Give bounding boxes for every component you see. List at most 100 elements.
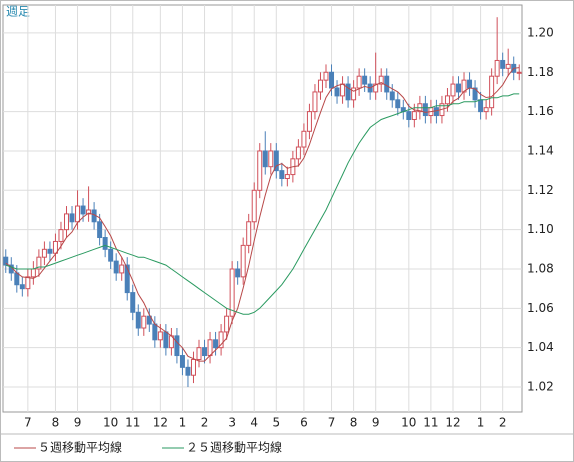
candle-body	[47, 248, 53, 254]
candle-body	[141, 315, 147, 329]
y-tick-label: 1.12	[527, 183, 554, 197]
candle-body	[235, 268, 241, 278]
candle-body	[262, 150, 268, 168]
candle-body	[152, 323, 158, 341]
candle-body	[406, 111, 412, 120]
x-tick-label: 7	[24, 416, 32, 430]
candle-body	[373, 83, 379, 93]
candle-body	[312, 91, 318, 113]
x-tick-label: 8	[350, 416, 358, 430]
candle-body	[174, 335, 180, 357]
candle-body	[284, 174, 290, 180]
candle-body	[102, 237, 108, 250]
candle-body	[494, 59, 500, 77]
candle-body	[356, 75, 362, 89]
chart-title: 週足	[6, 5, 30, 19]
candle-body	[301, 130, 307, 148]
candle-body	[113, 260, 119, 274]
candle-body	[246, 221, 252, 246]
candle-body	[124, 264, 130, 294]
y-tick-label: 1.02	[527, 380, 554, 394]
candle-body	[63, 213, 69, 231]
x-tick-label: 9	[372, 416, 380, 430]
x-tick-label: 4	[250, 416, 258, 430]
y-tick-label: 1.06	[527, 301, 554, 315]
candle-body	[456, 83, 462, 93]
candle-body	[119, 264, 125, 274]
candle-body	[323, 71, 329, 81]
candle-body	[130, 292, 136, 313]
y-tick-label: 1.16	[527, 104, 554, 118]
candle-body	[108, 248, 114, 262]
plot-area	[2, 4, 523, 413]
ma-line	[5, 93, 520, 315]
x-tick-label: 7	[328, 416, 336, 430]
x-tick-label: 10	[401, 416, 416, 430]
x-tick-label: 2	[499, 416, 507, 430]
candle-body	[14, 272, 20, 286]
x-tick-label: 9	[74, 416, 82, 430]
candle-body	[467, 79, 473, 89]
candle-body	[378, 75, 384, 85]
candle-body	[329, 71, 335, 89]
candle-body	[25, 276, 31, 290]
y-tick-label: 1.20	[527, 25, 554, 39]
candle-body	[240, 244, 246, 278]
x-tick-label: 12	[153, 416, 168, 430]
candle-body	[224, 315, 230, 333]
candle-body	[257, 150, 263, 191]
candle-body	[251, 189, 257, 223]
candle-body	[472, 87, 478, 101]
candle-body	[505, 63, 511, 69]
candle-body	[489, 75, 495, 109]
x-tick-label: 10	[103, 416, 118, 430]
legend-label: ２５週移動平均線	[186, 440, 282, 455]
x-tick-label: 8	[52, 416, 60, 430]
candle-body	[213, 339, 219, 349]
candle-body	[450, 83, 456, 97]
candle-body	[218, 331, 224, 349]
candle-body	[389, 91, 395, 101]
ma-line	[5, 67, 520, 362]
y-tick-label: 1.04	[527, 340, 554, 354]
y-tick-label: 1.18	[527, 65, 554, 79]
candle-body	[422, 103, 428, 117]
candle-body	[444, 95, 450, 105]
candle-body	[146, 315, 152, 325]
candle-body	[75, 205, 81, 223]
candle-body	[411, 111, 417, 120]
candle-body	[306, 111, 312, 132]
candle-body	[135, 311, 141, 329]
candle-body	[317, 79, 323, 93]
candle-body	[334, 87, 340, 97]
x-tick-label: 12	[445, 416, 460, 430]
x-tick-label: 1	[477, 416, 485, 430]
legend-label: ５週移動平均線	[38, 440, 122, 455]
candle-body	[516, 71, 522, 74]
candle-body	[362, 75, 368, 85]
candle-body	[279, 170, 285, 180]
candle-body	[295, 146, 301, 160]
candle-body	[478, 99, 484, 113]
candle-body	[202, 347, 208, 357]
candle-body	[30, 268, 36, 278]
y-tick-label: 1.08	[527, 261, 554, 275]
candle-body	[19, 284, 25, 290]
x-tick-label: 2	[201, 416, 209, 430]
y-tick-label: 1.14	[527, 143, 554, 157]
candle-body	[351, 87, 357, 101]
candle-body	[80, 205, 86, 215]
x-tick-label: 6	[300, 416, 308, 430]
candle-body	[86, 209, 92, 215]
x-tick-label: 3	[228, 416, 236, 430]
candle-body	[229, 268, 235, 317]
candle-body	[190, 358, 196, 376]
candle-body	[433, 107, 439, 117]
x-tick-label: 11	[423, 416, 438, 430]
candle-body	[179, 355, 185, 368]
candle-body	[196, 347, 202, 360]
candle-body	[97, 221, 103, 239]
candle-body	[268, 150, 274, 168]
candle-body	[3, 256, 9, 266]
